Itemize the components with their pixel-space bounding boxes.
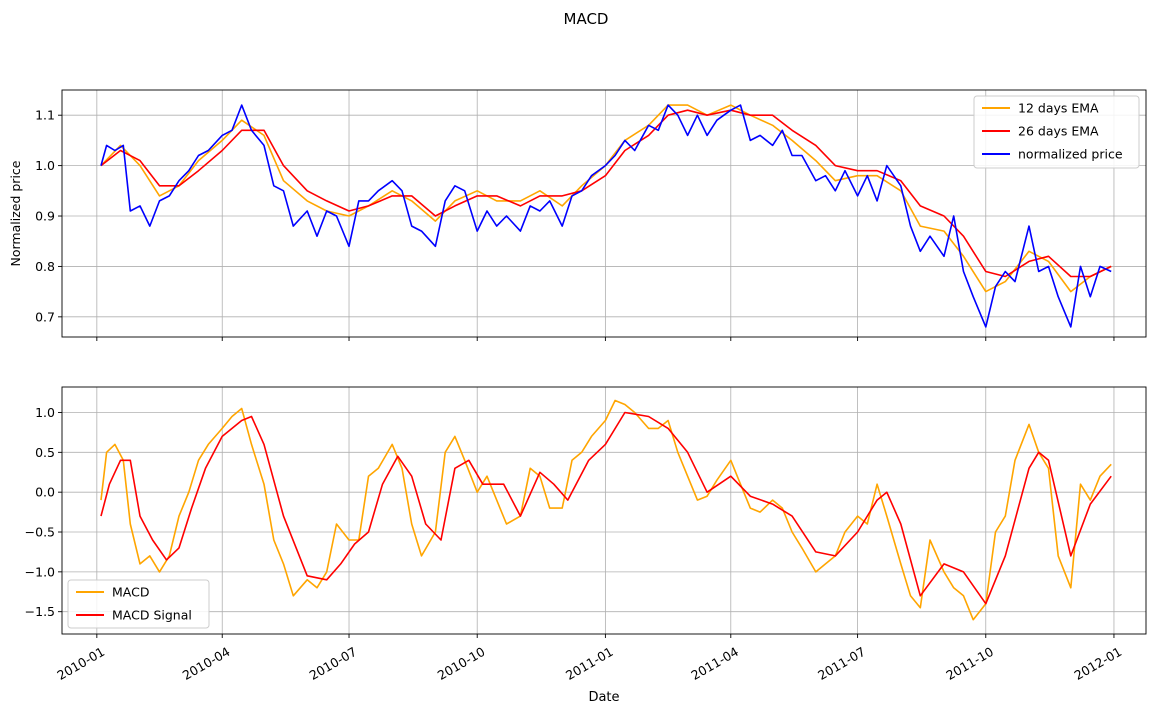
legend: 12 days EMA 26 days EMA normalized price — [973, 95, 1140, 169]
legend-frame — [973, 95, 1140, 169]
y-tick-label: 0.8 — [35, 259, 55, 274]
y-tick-label: 1.1 — [35, 108, 55, 123]
axes-frame — [61, 89, 1147, 338]
series-line-normalized-price — [100, 104, 1112, 328]
legend-label-normalized-price: normalized price — [1018, 147, 1123, 162]
legend-label-macd-signal: MACD Signal — [112, 608, 192, 623]
y-tick-label: 1.0 — [35, 405, 55, 420]
legend-label-26-days-ema: 26 days EMA — [1018, 124, 1099, 139]
y-tick-label: −1.5 — [25, 604, 55, 619]
y-tick-label: −0.5 — [25, 525, 55, 540]
y-tick-label: 0.5 — [35, 445, 55, 460]
series-line-26-days-ema — [100, 109, 1112, 278]
legend-label-macd: MACD — [112, 585, 149, 600]
y-tick-label: 0.7 — [35, 309, 55, 324]
x-axis-title: Date — [588, 690, 619, 705]
y-tick-label: 0.9 — [35, 209, 55, 224]
y-axis-title: Normalized price — [8, 160, 23, 266]
y-tick-label: −1.0 — [25, 564, 55, 579]
y-tick-label: 0.0 — [35, 485, 55, 500]
legend: MACD MACD Signal — [67, 579, 210, 629]
figure-title: MACD — [564, 10, 609, 28]
price-panel: 0.7 0.8 0.9 1.0 1.1 Normalized price 12 days E… — [8, 89, 1147, 341]
legend-label-12-days-ema: 12 days EMA — [1018, 101, 1099, 116]
series-line-macd-signal — [100, 411, 1112, 605]
axes-frame — [61, 386, 1147, 635]
y-tick-label: 1.0 — [35, 158, 55, 173]
